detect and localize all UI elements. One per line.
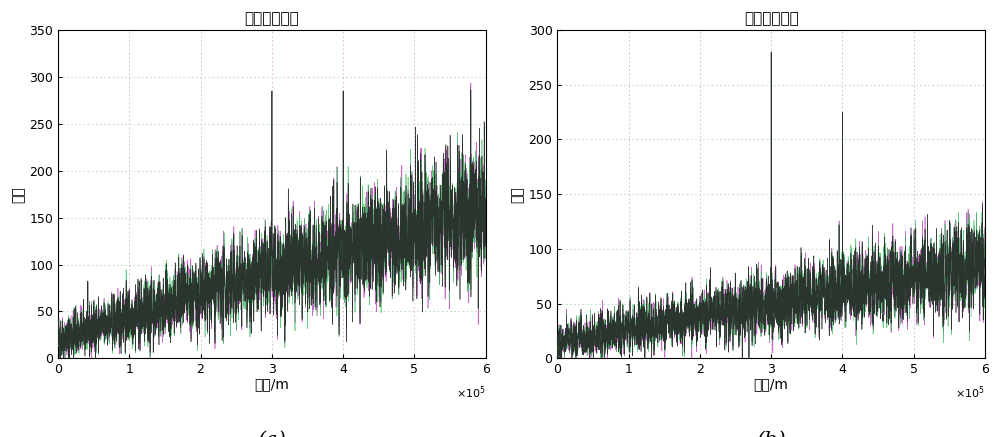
X-axis label: 距离/m: 距离/m xyxy=(254,378,289,392)
Text: (b): (b) xyxy=(756,430,786,437)
Text: (a): (a) xyxy=(257,430,286,437)
Text: $\times 10^5$: $\times 10^5$ xyxy=(456,385,486,401)
X-axis label: 距离/m: 距离/m xyxy=(754,378,789,392)
Y-axis label: 幅度: 幅度 xyxy=(510,186,524,203)
Y-axis label: 幅度: 幅度 xyxy=(11,186,25,203)
Title: 直接对消结果: 直接对消结果 xyxy=(744,11,799,26)
Text: $\times 10^5$: $\times 10^5$ xyxy=(955,385,985,401)
Title: 直接对消结果: 直接对消结果 xyxy=(244,11,299,26)
